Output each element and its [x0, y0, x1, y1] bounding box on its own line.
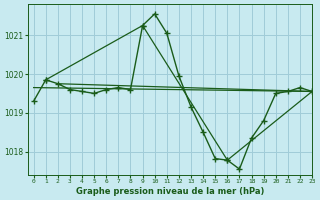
X-axis label: Graphe pression niveau de la mer (hPa): Graphe pression niveau de la mer (hPa)	[76, 187, 264, 196]
